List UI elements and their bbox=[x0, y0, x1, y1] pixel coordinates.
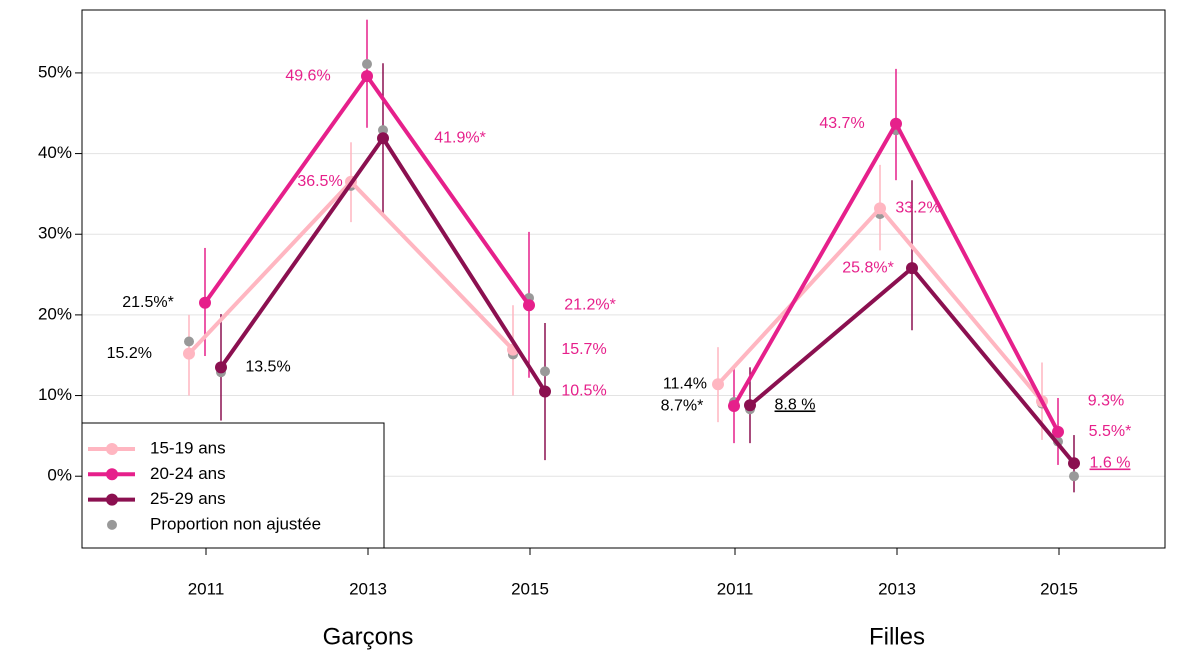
y-tick-label: 30% bbox=[38, 224, 72, 243]
y-tick-label: 0% bbox=[47, 466, 72, 485]
point bbox=[215, 361, 227, 374]
data-label: 25.8%* bbox=[842, 259, 894, 276]
legend-dot bbox=[106, 493, 118, 506]
point bbox=[377, 132, 389, 145]
point bbox=[906, 262, 918, 275]
y-tick-label: 10% bbox=[38, 385, 72, 404]
data-label: 1.6 % bbox=[1090, 455, 1131, 472]
data-label: 36.5% bbox=[297, 173, 342, 190]
legend-label: Proportion non ajustée bbox=[150, 514, 321, 533]
data-label: 8.8 % bbox=[775, 396, 816, 413]
plot-frame bbox=[81, 9, 1166, 549]
data-label: 49.6% bbox=[285, 67, 330, 84]
data-label: 15.2% bbox=[107, 345, 152, 362]
x-tick-label: 2013 bbox=[349, 579, 387, 598]
data-label: 21.5%* bbox=[122, 294, 174, 311]
point bbox=[1052, 425, 1064, 438]
group-label: Garçons bbox=[323, 623, 414, 650]
point bbox=[890, 117, 902, 130]
legend-label: 15-19 ans bbox=[150, 438, 226, 457]
data-label: 8.7%* bbox=[661, 397, 704, 414]
data-label: 9.3% bbox=[1088, 392, 1124, 409]
point bbox=[874, 202, 886, 215]
legend-box bbox=[81, 422, 385, 549]
point bbox=[199, 296, 211, 309]
data-label: 21.2%* bbox=[564, 296, 616, 313]
x-tick-label: 2011 bbox=[188, 579, 225, 598]
legend-dot bbox=[106, 443, 118, 455]
unadjusted-point bbox=[184, 336, 194, 347]
y-tick-label: 50% bbox=[38, 62, 72, 81]
point bbox=[744, 399, 756, 412]
y-tick-label: 40% bbox=[38, 143, 72, 162]
data-label: 5.5%* bbox=[1089, 423, 1132, 440]
x-tick-label: 2013 bbox=[878, 579, 916, 598]
point bbox=[183, 347, 195, 360]
legend-dot bbox=[107, 519, 117, 530]
data-label: 33.2% bbox=[895, 200, 940, 217]
x-tick-label: 2015 bbox=[1040, 579, 1078, 598]
group-label: Filles bbox=[869, 623, 925, 650]
unadjusted-point bbox=[378, 125, 388, 136]
data-label: 15.7% bbox=[561, 341, 606, 358]
point bbox=[539, 385, 551, 398]
point bbox=[1068, 457, 1080, 470]
unadjusted-point bbox=[362, 59, 372, 70]
legend-dot bbox=[106, 468, 118, 481]
data-label: 10.5% bbox=[561, 383, 606, 400]
point bbox=[712, 378, 724, 391]
point bbox=[728, 400, 740, 413]
x-tick-label: 2011 bbox=[717, 579, 754, 598]
data-label: 41.9%* bbox=[434, 129, 486, 146]
data-label: 43.7% bbox=[819, 115, 864, 132]
legend-label: 20-24 ans bbox=[150, 464, 226, 483]
data-label: 13.5% bbox=[245, 359, 290, 376]
x-tick-label: 2015 bbox=[511, 579, 549, 598]
point bbox=[361, 70, 373, 83]
unadjusted-point bbox=[1069, 471, 1079, 482]
legend-label: 25-29 ans bbox=[150, 489, 226, 508]
data-label: 11.4% bbox=[663, 375, 707, 392]
point bbox=[523, 299, 535, 312]
y-tick-label: 20% bbox=[38, 304, 72, 323]
unadjusted-point bbox=[540, 366, 550, 377]
